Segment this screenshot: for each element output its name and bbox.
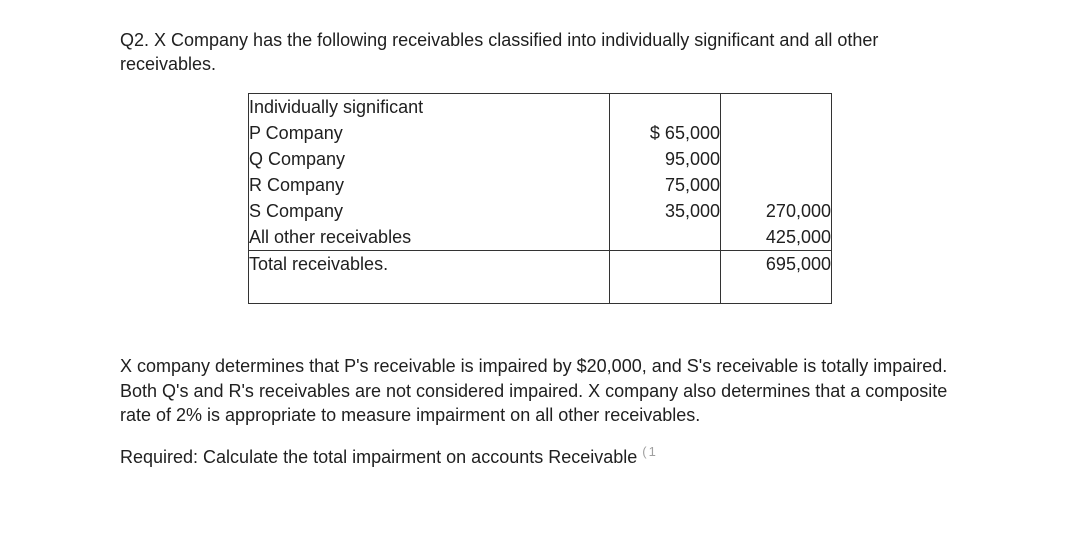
total-value: 695,000 — [721, 251, 831, 277]
all-other-value: 425,000 — [721, 224, 831, 250]
total-label: Total receivables. — [249, 251, 609, 277]
blank-line — [610, 277, 720, 303]
table-row: Total receivables. 695,000 — [249, 251, 832, 304]
blank-line — [610, 94, 720, 120]
company-label: Q Company — [249, 146, 609, 172]
required-line: Required: Calculate the total impairment… — [120, 443, 960, 469]
required-text: Required: Calculate the total impairment… — [120, 447, 642, 467]
total-value-cell: 695,000 — [721, 251, 832, 304]
subtotal-value: 270,000 — [721, 198, 831, 224]
blank-line — [721, 146, 831, 172]
company-value: $ 65,000 — [610, 120, 720, 146]
company-value: 75,000 — [610, 172, 720, 198]
company-label: R Company — [249, 172, 609, 198]
company-label: P Company — [249, 120, 609, 146]
question-intro: Q2. X Company has the following receivab… — [120, 28, 960, 77]
blank-line — [610, 251, 720, 277]
receivables-table: Individually significant P Company Q Com… — [248, 93, 832, 305]
impairment-description: X company determines that P's receivable… — [120, 354, 960, 427]
blank-line — [721, 120, 831, 146]
totals-cell: 270,000 425,000 — [721, 93, 832, 251]
company-value: 35,000 — [610, 198, 720, 224]
document-page: Q2. X Company has the following receivab… — [0, 0, 1080, 470]
all-other-label: All other receivables — [249, 224, 609, 250]
company-value: 95,000 — [610, 146, 720, 172]
blank-line — [721, 277, 831, 303]
table-row: Individually significant P Company Q Com… — [249, 93, 832, 251]
footnote-mark: (1 — [642, 444, 658, 459]
company-label: S Company — [249, 198, 609, 224]
total-label-cell: Total receivables. — [249, 251, 610, 304]
individual-values-cell: $ 65,000 95,000 75,000 35,000 — [610, 93, 721, 251]
blank-line — [610, 224, 720, 250]
labels-cell: Individually significant P Company Q Com… — [249, 93, 610, 251]
section-heading: Individually significant — [249, 94, 609, 120]
blank-line — [721, 94, 831, 120]
empty-cell — [610, 251, 721, 304]
blank-line — [249, 277, 609, 303]
blank-line — [721, 172, 831, 198]
